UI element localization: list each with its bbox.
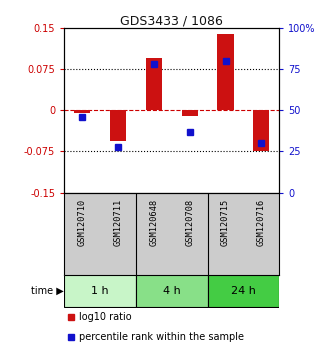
- Text: 1 h: 1 h: [91, 286, 109, 296]
- Text: 24 h: 24 h: [231, 286, 256, 296]
- Bar: [146, 58, 162, 110]
- Text: GSM120716: GSM120716: [257, 199, 266, 246]
- Text: GSM120715: GSM120715: [221, 199, 230, 246]
- Bar: [64, 275, 136, 307]
- Bar: [110, 110, 126, 141]
- Text: GSM120711: GSM120711: [113, 199, 123, 246]
- Bar: [208, 275, 279, 307]
- Text: 4 h: 4 h: [163, 286, 181, 296]
- Text: GSM120708: GSM120708: [185, 199, 194, 246]
- Text: GSM120648: GSM120648: [149, 199, 158, 246]
- Bar: [74, 110, 90, 113]
- Text: GSM120710: GSM120710: [78, 199, 87, 246]
- Bar: [182, 110, 198, 116]
- Text: time ▶: time ▶: [31, 286, 64, 296]
- Text: log10 ratio: log10 ratio: [79, 312, 132, 322]
- Title: GDS3433 / 1086: GDS3433 / 1086: [120, 14, 223, 27]
- Bar: [136, 275, 208, 307]
- Bar: [253, 110, 269, 152]
- Text: percentile rank within the sample: percentile rank within the sample: [79, 332, 244, 342]
- Bar: [217, 34, 234, 110]
